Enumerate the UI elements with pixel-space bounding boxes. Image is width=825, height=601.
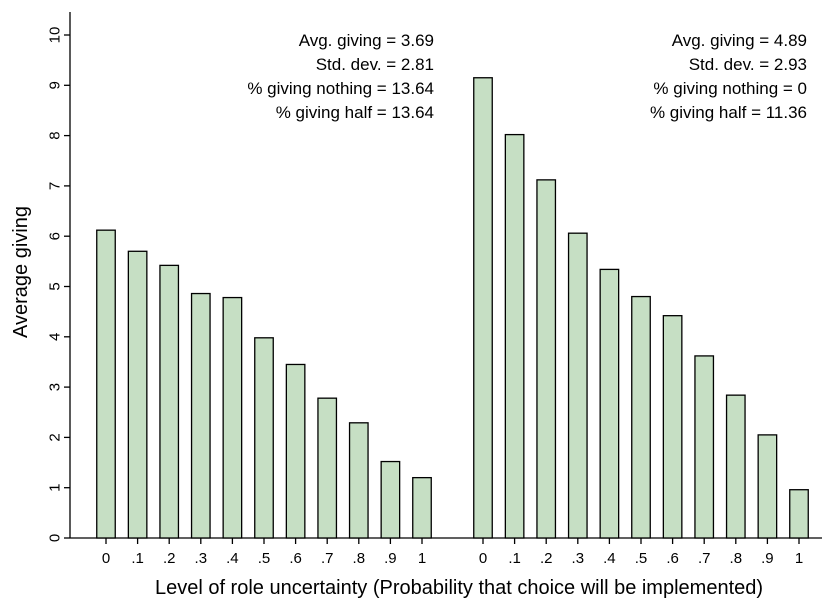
y-tick-label: 1: [46, 484, 63, 492]
y-tick-label: 6: [46, 232, 63, 240]
x-tick-label: .4: [226, 550, 239, 567]
x-tick-label: .5: [258, 550, 271, 567]
y-tick-label: 3: [46, 383, 63, 391]
bar-group2-3: [567, 232, 588, 539]
y-tick-label: 0: [46, 534, 63, 542]
y-tick-label: 4: [46, 333, 63, 341]
x-tick-label: .8: [353, 550, 366, 567]
x-tick-label: 0: [102, 550, 110, 567]
bar-group1-1: [127, 250, 148, 539]
x-tick-label: .2: [163, 550, 176, 567]
stats-line-group2: Avg. giving = 4.89: [672, 31, 807, 50]
y-tick-label: 2: [46, 433, 63, 441]
x-tick-label: .7: [321, 550, 334, 567]
stats-line-group1: Std. dev. = 2.81: [316, 55, 434, 74]
bar-group1-0: [96, 229, 116, 539]
stats-annotations: Avg. giving = 3.69 Std. dev. = 2.81 % givi…: [247, 31, 807, 122]
x-tick-label: .6: [666, 550, 679, 567]
x-tick-label: .2: [540, 550, 553, 567]
bar-group1-3: [190, 292, 211, 539]
bar-group1-10: [412, 476, 432, 539]
x-axis-title: Level of role uncertainty (Probability t…: [155, 577, 763, 599]
x-tick-label: 1: [418, 550, 426, 567]
x-tick-label: .7: [698, 550, 711, 567]
y-tick-label: 5: [46, 282, 63, 290]
y-tick-label: 9: [46, 81, 63, 89]
bar-group2-1: [504, 133, 525, 539]
x-tick-label: .9: [384, 550, 397, 567]
y-axis-title: Average giving: [10, 206, 32, 338]
x-tick-label: .1: [508, 550, 521, 567]
x-tick-label: .6: [289, 550, 302, 567]
x-tick-label: .4: [603, 550, 616, 567]
bar-group2-4: [599, 268, 620, 539]
y-tick-label: 7: [46, 182, 63, 190]
y-tick-label: 10: [46, 27, 63, 44]
x-tick-label: .3: [195, 550, 208, 567]
x-tick-label: .8: [730, 550, 743, 567]
x-tick-label: 1: [795, 550, 803, 567]
bar-group2-6: [662, 315, 683, 539]
stats-line-group1: % giving half = 13.64: [276, 103, 434, 122]
bar-group1-9: [380, 460, 401, 539]
bar-group2-8: [725, 394, 746, 539]
bar-group1-8: [348, 422, 369, 539]
x-tick-label: .5: [635, 550, 648, 567]
bar-group1-4: [222, 296, 243, 539]
stats-line-group2: Std. dev. = 2.93: [689, 55, 807, 74]
bar-group2-9: [757, 434, 778, 539]
y-tick-label: 8: [46, 131, 63, 139]
bar-group2-5: [631, 295, 651, 539]
x-tick-label: .9: [761, 550, 774, 567]
bar-group2-7: [694, 355, 715, 539]
x-tick-label: .3: [572, 550, 585, 567]
x-tick-label: 0: [479, 550, 487, 567]
bar-group1-5: [254, 337, 274, 539]
bar-group1-2: [159, 264, 180, 539]
bar-group2-2: [536, 179, 557, 539]
stats-line-group2: % giving half = 11.36: [650, 103, 807, 122]
bar-group1-7: [317, 397, 338, 539]
stats-line-group2: % giving nothing = 0: [653, 79, 807, 98]
bar-group2-10: [789, 489, 809, 539]
bars: [96, 77, 809, 539]
bar-group2-0: [473, 77, 493, 539]
bar-group1-6: [285, 363, 306, 539]
stats-line-group1: % giving nothing = 13.64: [247, 79, 434, 98]
stats-line-group1: Avg. giving = 3.69: [299, 31, 434, 50]
x-tick-label: .1: [131, 550, 144, 567]
